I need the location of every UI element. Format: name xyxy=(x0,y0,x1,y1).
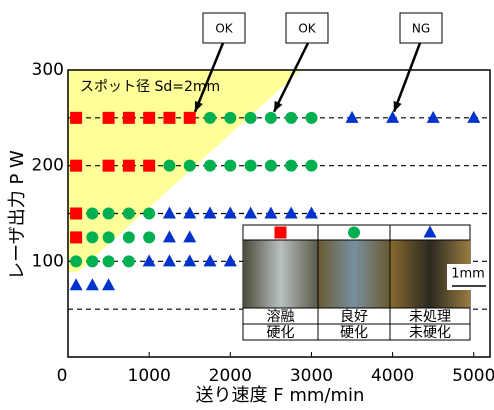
y-axis-label: レーザ出力 P W xyxy=(7,150,28,280)
annotation-label: OK xyxy=(215,22,233,36)
y-tick-label: 300 xyxy=(32,60,64,80)
marker-circle xyxy=(245,112,257,124)
marker-square xyxy=(163,112,175,124)
marker-circle xyxy=(86,231,98,243)
annotation-label: OK xyxy=(298,22,316,36)
marker-circle xyxy=(86,208,98,220)
marker-triangle xyxy=(467,111,480,123)
marker-triangle xyxy=(285,207,298,219)
marker-square xyxy=(184,112,196,124)
marker-triangle xyxy=(386,111,399,123)
marker-circle xyxy=(103,231,115,243)
marker-circle xyxy=(70,255,82,267)
inset-label: 未硬化 xyxy=(409,325,451,341)
marker-triangle xyxy=(70,278,83,290)
y-tick-label: 200 xyxy=(32,156,64,176)
marker-circle xyxy=(123,231,135,243)
marker-circle xyxy=(245,160,257,172)
marker-circle xyxy=(143,208,155,220)
marker-triangle xyxy=(183,230,196,242)
marker-circle xyxy=(305,160,317,172)
marker-circle xyxy=(143,231,155,243)
marker-triangle xyxy=(102,278,115,290)
marker-circle xyxy=(123,255,135,267)
marker-triangle xyxy=(143,254,156,266)
marker-square xyxy=(70,231,82,243)
x-tick-label: 3000 xyxy=(290,366,333,386)
marker-circle xyxy=(265,112,277,124)
x-tick-label: 4000 xyxy=(371,366,414,386)
spot-label: スポット径 Sd=2mm xyxy=(80,79,220,95)
marker-triangle xyxy=(204,207,217,219)
marker-square xyxy=(103,160,115,172)
inset-marker xyxy=(348,227,360,239)
marker-triangle xyxy=(305,207,318,219)
annotation-label: NG xyxy=(412,22,430,36)
annotation-arrow xyxy=(394,43,420,112)
marker-triangle xyxy=(86,278,99,290)
marker-square xyxy=(123,160,135,172)
marker-square xyxy=(123,112,135,124)
marker-circle xyxy=(86,255,98,267)
marker-triangle xyxy=(224,207,237,219)
marker-triangle xyxy=(204,254,217,266)
marker-triangle xyxy=(163,207,176,219)
marker-square xyxy=(70,160,82,172)
inset-label: 未処理 xyxy=(409,309,451,325)
marker-circle xyxy=(103,208,115,220)
scale-label: 1mm xyxy=(451,267,485,282)
inset-label: 良好 xyxy=(340,309,368,325)
x-axis-label: 送り速度 F mm/min xyxy=(196,385,365,406)
marker-circle xyxy=(265,160,277,172)
marker-circle xyxy=(305,112,317,124)
marker-triangle xyxy=(183,207,196,219)
inset-label: 溶融 xyxy=(267,309,295,325)
inset-photo xyxy=(243,240,318,308)
x-tick-label: 0 xyxy=(57,366,68,386)
marker-circle xyxy=(224,160,236,172)
marker-circle xyxy=(123,208,135,220)
inset-photo xyxy=(318,240,390,308)
marker-square xyxy=(143,112,155,124)
marker-square xyxy=(103,112,115,124)
marker-triangle xyxy=(427,111,440,123)
marker-square xyxy=(143,160,155,172)
inset-marker xyxy=(275,227,287,239)
x-tick-label: 1000 xyxy=(128,366,171,386)
marker-triangle xyxy=(163,230,176,242)
marker-triangle xyxy=(224,254,237,266)
marker-circle xyxy=(224,112,236,124)
annotation-arrowhead xyxy=(394,101,402,112)
marker-triangle xyxy=(346,111,359,123)
inset-label: 硬化 xyxy=(340,325,368,341)
marker-circle xyxy=(285,160,297,172)
marker-circle xyxy=(103,255,115,267)
y-tick-label: 100 xyxy=(32,251,64,271)
x-tick-label: 5000 xyxy=(452,366,494,386)
marker-square xyxy=(70,112,82,124)
marker-circle xyxy=(204,160,216,172)
marker-square xyxy=(70,208,82,220)
marker-triangle xyxy=(244,207,257,219)
marker-circle xyxy=(184,160,196,172)
inset-label: 硬化 xyxy=(267,325,295,341)
marker-triangle xyxy=(264,207,277,219)
x-tick-label: 2000 xyxy=(209,366,252,386)
marker-circle xyxy=(163,160,175,172)
chart: スポット径 Sd=2mm 0 1000 2000 3000 4000 5000 100 200 3… xyxy=(0,0,494,410)
marker-circle xyxy=(204,112,216,124)
marker-circle xyxy=(285,112,297,124)
marker-triangle xyxy=(163,254,176,266)
marker-triangle xyxy=(183,254,196,266)
